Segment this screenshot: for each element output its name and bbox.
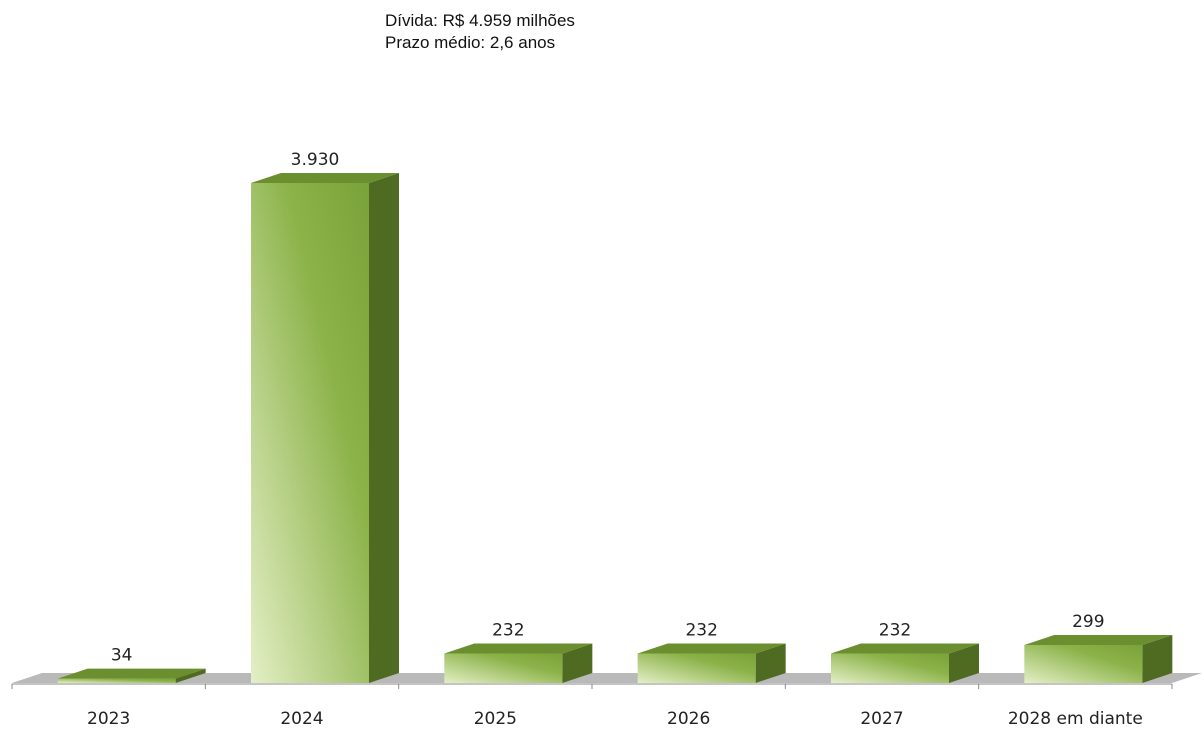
x-tick-label: 2024 <box>280 709 323 729</box>
bar-top-2025 <box>444 643 593 654</box>
x-tick-label: 2026 <box>667 709 710 729</box>
bar-2026 <box>637 653 756 683</box>
bar-side-2026 <box>755 643 786 683</box>
bar-2024 <box>251 183 369 683</box>
x-tick-label: 2028 em diante <box>1008 709 1143 729</box>
bar-top-2024 <box>251 173 399 183</box>
data-label: 34 <box>111 646 133 666</box>
bar-top-2027 <box>831 643 979 654</box>
bar-2025 <box>444 653 563 683</box>
average-term-text: Prazo médio: 2,6 anos <box>385 33 556 52</box>
data-label: 232 <box>879 620 911 640</box>
bar-side-2024 <box>369 173 399 683</box>
bar-2028 em diante <box>1024 644 1143 683</box>
bar-side-2028 em diante <box>1142 634 1173 683</box>
bar-side-2027 <box>949 643 979 683</box>
bar-top-2023 <box>57 668 206 679</box>
data-label: 232 <box>685 620 717 640</box>
data-label: 232 <box>492 620 524 640</box>
x-tick-label: 2025 <box>474 709 517 729</box>
bar-2027 <box>831 653 949 683</box>
debt-total-text: Dívida: R$ 4.959 milhões <box>385 11 575 30</box>
data-label: 3.930 <box>291 150 340 170</box>
bar-top-2026 <box>637 643 786 654</box>
bar-2023 <box>57 678 176 683</box>
x-tick-label: 2027 <box>860 709 903 729</box>
bar-top-2028 em diante <box>1024 634 1173 645</box>
x-tick-label: 2023 <box>87 709 130 729</box>
bar-side-2023 <box>175 668 206 683</box>
data-label: 299 <box>1072 612 1104 632</box>
chart-annotation: Dívida: R$ 4.959 milhões Prazo médio: 2,… <box>385 10 575 54</box>
bar-side-2025 <box>562 643 593 683</box>
